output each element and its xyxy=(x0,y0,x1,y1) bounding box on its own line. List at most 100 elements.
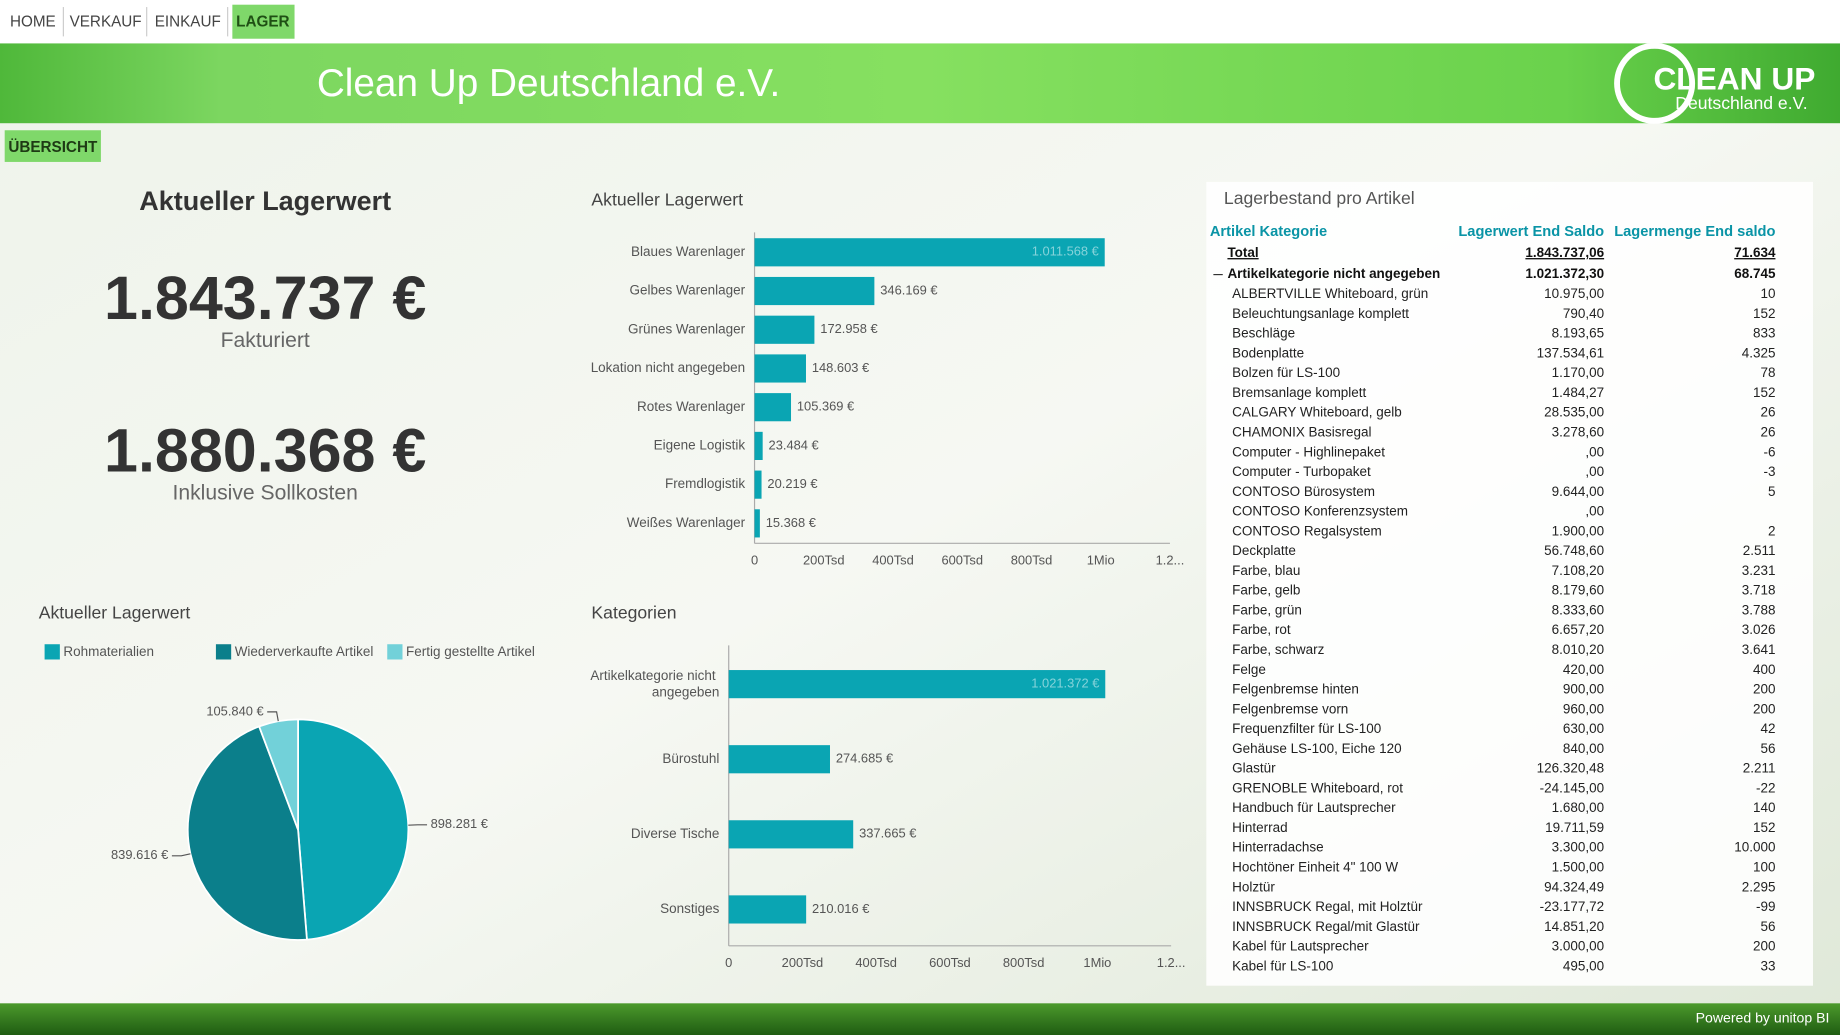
table-cell: 2.295 xyxy=(1742,879,1776,894)
table-cell: 10.000 xyxy=(1734,840,1775,855)
table-cell: 3.026 xyxy=(1742,622,1776,637)
table-cell: Computer - Turbopaket xyxy=(1232,464,1371,479)
table-cell: 42 xyxy=(1760,721,1775,736)
table-cell: 1.484,27 xyxy=(1552,385,1605,400)
data-label: 20.219 € xyxy=(767,476,817,491)
table-cell: 200 xyxy=(1753,939,1776,954)
table-cell: 5 xyxy=(1768,484,1776,499)
table-cell: 3.231 xyxy=(1742,563,1776,578)
kpi-value: 1.880.368 € xyxy=(104,416,426,484)
x-tick-label: 1Mio xyxy=(1087,552,1115,567)
table-cell: CHAMONIX Basisregal xyxy=(1232,425,1371,440)
overview-button[interactable] xyxy=(4,130,101,162)
column-header: Lagerwert End Saldo xyxy=(1458,224,1604,240)
table-panel xyxy=(1206,181,1814,986)
bar xyxy=(754,238,1105,267)
bar xyxy=(754,354,806,383)
legend-label: Wiederverkaufte Artikel xyxy=(235,644,374,659)
table-cell: Handbuch für Lautsprecher xyxy=(1232,800,1396,815)
kpi-value: 1.843.737 € xyxy=(104,264,426,332)
table-cell: 1.900,00 xyxy=(1552,523,1605,538)
footer-band xyxy=(0,1003,1840,1035)
kpi-title: Aktueller Lagerwert xyxy=(139,186,391,216)
group-cell: Artikelkategorie nicht angegeben xyxy=(1227,266,1440,281)
table-cell: 960,00 xyxy=(1563,701,1604,716)
table-cell: Felgenbremse hinten xyxy=(1232,682,1359,697)
table-cell: 78 xyxy=(1760,365,1775,380)
table-cell: 10.975,00 xyxy=(1544,286,1604,301)
table-cell: Hinterradachse xyxy=(1232,840,1323,855)
table-cell: CONTOSO Konferenzsystem xyxy=(1232,504,1408,519)
table-cell: 33 xyxy=(1760,958,1775,973)
table-cell: 1.170,00 xyxy=(1552,365,1605,380)
table-cell: Beschläge xyxy=(1232,326,1295,341)
table-cell: Beleuchtungsanlage komplett xyxy=(1232,306,1409,321)
y-tick-label: Artikelkategorie nicht angegeben xyxy=(590,667,719,698)
table-cell: 14.851,20 xyxy=(1544,919,1604,934)
table-cell: ,00 xyxy=(1585,504,1604,519)
y-tick-label: Gelbes Warenlager xyxy=(629,283,745,298)
bar xyxy=(754,315,815,344)
table-cell: Computer - Highlinepaket xyxy=(1232,444,1385,459)
kpi-label: Inklusive Sollkosten xyxy=(173,482,358,505)
table-cell: Farbe, schwarz xyxy=(1232,642,1324,657)
table-cell: 26 xyxy=(1760,405,1775,420)
table-cell: Farbe, gelb xyxy=(1232,583,1300,598)
table-cell: Kabel für Lautsprecher xyxy=(1232,939,1369,954)
overview-button-label[interactable]: ÜBERSICHT xyxy=(8,139,98,156)
table-cell: Bremsanlage komplett xyxy=(1232,385,1366,400)
table-cell: Felge xyxy=(1232,662,1266,677)
y-tick-label: Bürostuhl xyxy=(662,751,719,766)
pie-slice xyxy=(186,725,308,941)
leader-line xyxy=(171,853,191,857)
table-cell: 1.680,00 xyxy=(1552,800,1605,815)
logo-subtitle: Deutschland e.V. xyxy=(1675,93,1807,113)
table-cell: 1.500,00 xyxy=(1552,860,1605,875)
x-tick-label: 0 xyxy=(751,552,758,567)
table-cell: 56.748,60 xyxy=(1544,543,1604,558)
table-cell: 495,00 xyxy=(1563,958,1604,973)
table-cell: 137.534,61 xyxy=(1537,345,1605,360)
chart-title: Aktueller Lagerwert xyxy=(39,602,191,622)
table-cell: -23.177,72 xyxy=(1540,899,1604,914)
legend-swatch xyxy=(215,644,232,660)
table-cell: -22 xyxy=(1756,780,1776,795)
table-cell: 833 xyxy=(1753,326,1776,341)
nav-item[interactable]: LAGER xyxy=(236,13,289,30)
data-label: 337.665 € xyxy=(859,826,916,841)
bar xyxy=(728,670,1106,699)
table-cell: 56 xyxy=(1760,741,1775,756)
table-cell: Frequenzfilter für LS-100 xyxy=(1232,721,1381,736)
table-cell: Hochtöner Einheit 4" 100 W xyxy=(1232,860,1398,875)
header-band xyxy=(0,43,1840,124)
nav-item[interactable]: EINKAUF xyxy=(155,13,221,30)
nav-item[interactable]: VERKAUF xyxy=(70,13,142,30)
table-cell: 3.788 xyxy=(1742,602,1776,617)
kpi-label: Fakturiert xyxy=(221,329,310,352)
table-cell: 8.333,60 xyxy=(1552,602,1605,617)
table-cell: -99 xyxy=(1756,899,1776,914)
data-label: 898.281 € xyxy=(431,816,488,831)
bar xyxy=(728,745,830,774)
legend-swatch xyxy=(387,644,403,660)
table-cell: 9.644,00 xyxy=(1552,484,1605,499)
bar xyxy=(754,393,792,422)
table-cell: Kabel für LS-100 xyxy=(1232,958,1333,973)
nav-item[interactable]: HOME xyxy=(10,13,56,30)
leader-line xyxy=(267,711,279,722)
table-cell: 3.641 xyxy=(1742,642,1776,657)
data-label: 172.958 € xyxy=(820,321,877,336)
x-tick-label: 600Tsd xyxy=(941,552,983,567)
table-cell: 94.324,49 xyxy=(1544,879,1604,894)
column-header: Artikel Kategorie xyxy=(1210,224,1327,240)
data-label: 1.021.372 € xyxy=(1031,676,1099,691)
data-label: 210.016 € xyxy=(812,901,869,916)
data-label: 23.484 € xyxy=(769,437,819,452)
x-tick-label: 800Tsd xyxy=(1011,552,1053,567)
table-cell: 790,40 xyxy=(1563,306,1604,321)
table-cell: Deckplatte xyxy=(1232,543,1296,558)
data-label: 105.840 € xyxy=(206,703,263,718)
table-cell: Farbe, rot xyxy=(1232,622,1291,637)
data-label: 274.685 € xyxy=(836,751,893,766)
